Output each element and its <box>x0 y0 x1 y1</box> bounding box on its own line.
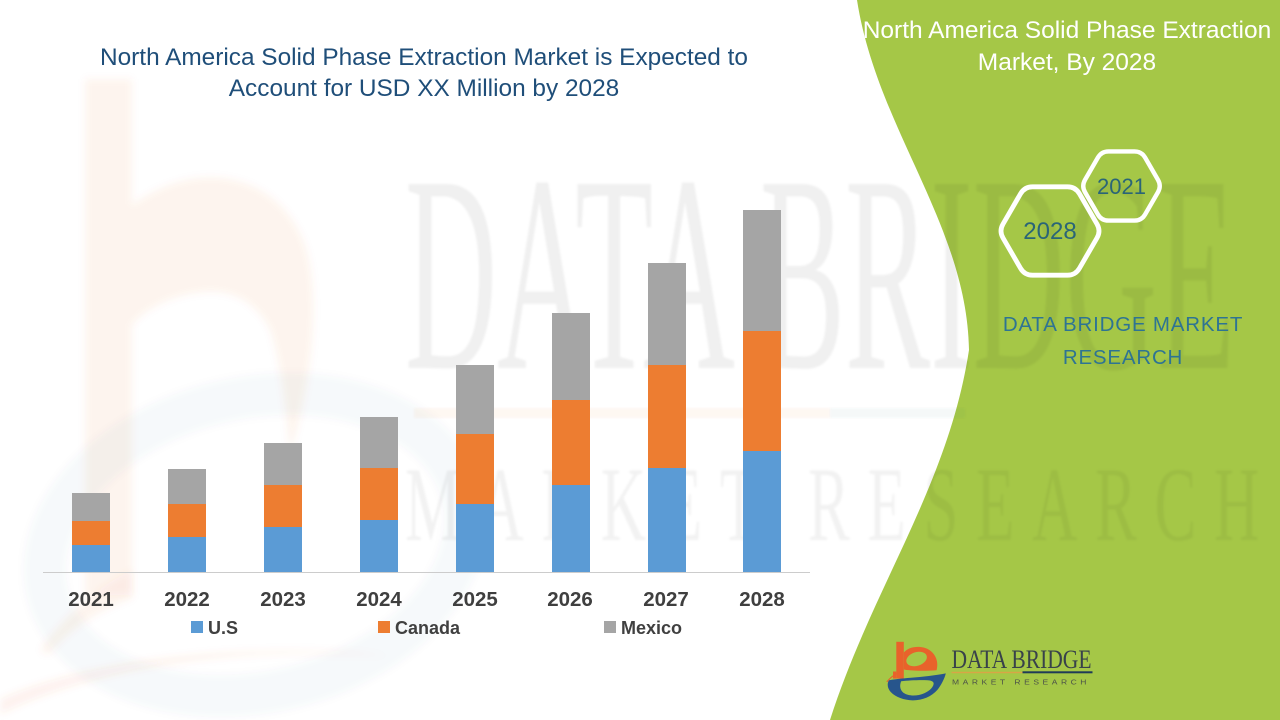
svg-text:DATA BRIDGE: DATA BRIDGE <box>952 645 1092 674</box>
svg-text:2021: 2021 <box>1097 174 1146 199</box>
svg-text:DATA BRIDGE: DATA BRIDGE <box>405 118 1235 429</box>
svg-text:2028: 2028 <box>1023 218 1076 245</box>
svg-text:MARKET RESEARCH: MARKET RESEARCH <box>952 677 1090 686</box>
svg-text:MARKET RESEARCH: MARKET RESEARCH <box>405 446 1277 563</box>
